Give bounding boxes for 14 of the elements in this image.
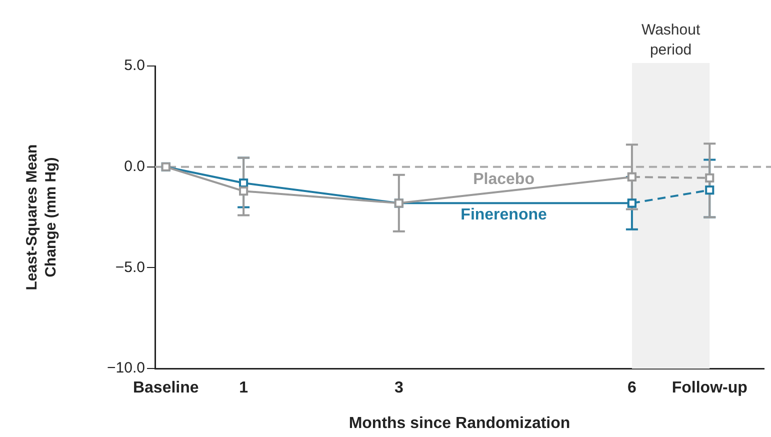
x-tick-label: 3 (394, 380, 404, 397)
series-label: Finerenone (460, 206, 547, 224)
y-tick-label: −10.0 (107, 360, 145, 377)
y-tick-label: −5.0 (115, 258, 145, 276)
band-label: Washout period (641, 22, 701, 59)
y-tick-label: 0.0 (124, 158, 145, 176)
x-tick-label: Baseline (132, 380, 199, 397)
y-tick-label: 5.0 (124, 57, 145, 74)
y-axis-title: Least-Squares Mean Change (mm Hg) (24, 144, 60, 290)
x-tick-label: 1 (239, 380, 248, 397)
x-tick-label: Follow-up (672, 380, 748, 397)
x-axis-title: Months since Randomization (348, 414, 570, 432)
series-label: Placebo (473, 170, 535, 188)
x-tick-label: 6 (627, 380, 636, 397)
